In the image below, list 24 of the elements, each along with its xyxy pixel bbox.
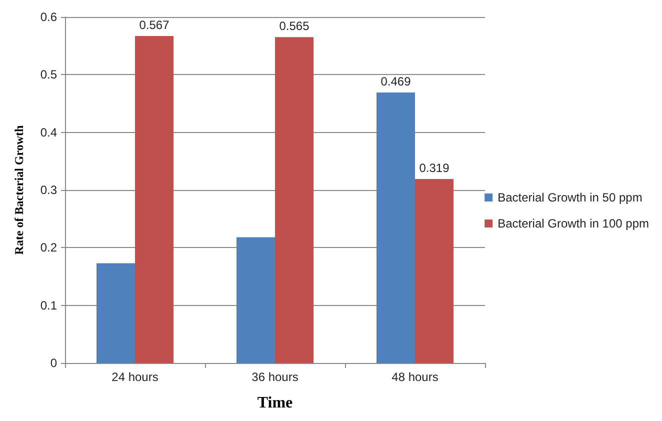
bar [96,263,135,363]
x-tick-label: 36 hours [252,370,298,384]
legend-label: Bacterial Growth in 50 ppm [498,190,642,204]
y-tick-label: 0.5 [40,68,58,82]
y-tick-label: 0.6 [40,10,58,24]
y-tick-label: 0.4 [40,125,58,140]
y-tick-label: 0.1 [40,298,58,312]
y-axis-title: Rate of Bacterial Growth [12,124,26,255]
x-tick-label: 48 hours [392,370,438,384]
y-tick-label: 0 [50,356,58,370]
bar [376,92,415,363]
x-tick-label: 24 hours [112,370,158,384]
bar [415,179,454,363]
bar [275,37,314,363]
data-label: 0.319 [419,161,450,176]
data-label: 0.565 [279,19,310,34]
legend-label: Bacterial Growth in 100 ppm [498,216,650,230]
y-tick-label: 0.2 [40,240,58,255]
bar [135,36,174,363]
bar [236,237,275,363]
data-label: 0.469 [380,74,412,89]
x-axis-title: Time [257,394,293,412]
y-tick-label: 0.3 [40,183,58,197]
data-label: 0.567 [139,18,170,32]
